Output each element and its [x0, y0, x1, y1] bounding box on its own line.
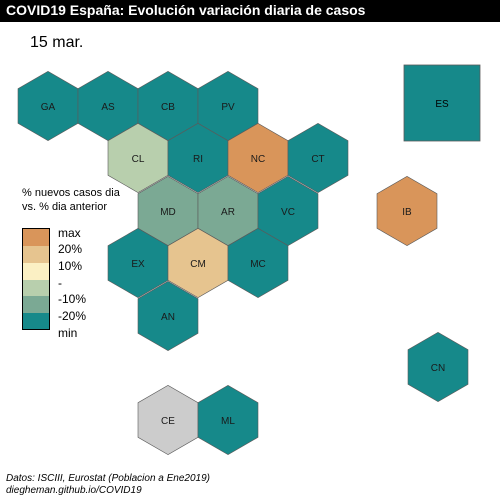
legend-label-minus10: -10%	[58, 292, 87, 306]
legend-label-zero: -	[58, 276, 62, 290]
source-url: diegheman.github.io/COVID19	[6, 485, 142, 496]
region-label-ib: IB	[402, 207, 412, 218]
title-bar: COVID19 España: Evolución variación diar…	[0, 0, 500, 22]
region-label-as: AS	[101, 102, 115, 113]
region-label-md: MD	[160, 207, 176, 218]
legend-label-min: min	[58, 326, 78, 340]
region-label-ex: EX	[131, 259, 145, 270]
region-label-mc: MC	[250, 259, 266, 270]
region-label-cn: CN	[431, 363, 445, 374]
legend-swatch-2	[23, 246, 49, 263]
region-hex-cn	[407, 332, 469, 402]
region-hex-mc	[227, 228, 289, 298]
legend-label-minus20: -20%	[58, 309, 87, 323]
legend-swatch-3	[23, 263, 49, 280]
legend-swatch-4	[23, 280, 49, 296]
date-label: 15 mar.	[30, 34, 84, 51]
legend-title-line1: % nuevos casos dia	[22, 187, 120, 199]
region-label-ce: CE	[161, 416, 175, 427]
region-label-cm: CM	[190, 259, 206, 270]
region-label-ct: CT	[311, 154, 324, 165]
region-hex-ml	[197, 385, 259, 455]
legend-swatch-6	[23, 313, 49, 329]
region-hex-an	[137, 281, 199, 351]
region-tile-es	[403, 64, 481, 142]
region-label-nc: NC	[251, 154, 265, 165]
region-label-cb: CB	[161, 102, 175, 113]
region-label-es: ES	[435, 99, 449, 110]
legend-label-10: 10%	[58, 259, 83, 273]
source-note: Datos: ISCIII, Eurostat (Poblacion a Ene…	[6, 473, 210, 484]
legend-color-scale	[22, 228, 50, 330]
region-hex-ct	[287, 123, 349, 193]
legend-swatch-1	[23, 229, 49, 246]
region-label-pv: PV	[221, 102, 235, 113]
legend-label-max: max	[58, 226, 81, 240]
region-hex-ib	[376, 176, 438, 246]
legend-label-20: 20%	[58, 242, 83, 256]
legend-title-line2: vs. % dia anterior	[22, 201, 107, 213]
legend-swatch-5	[23, 296, 49, 313]
region-label-ml: ML	[221, 416, 235, 427]
region-label-ga: GA	[41, 102, 56, 113]
region-label-an: AN	[161, 312, 175, 323]
region-label-cl: CL	[132, 154, 145, 165]
chart-title: COVID19 España: Evolución variación diar…	[6, 2, 366, 18]
region-label-ar: AR	[221, 207, 235, 218]
region-label-ri: RI	[193, 154, 203, 165]
region-label-vc: VC	[281, 207, 295, 218]
